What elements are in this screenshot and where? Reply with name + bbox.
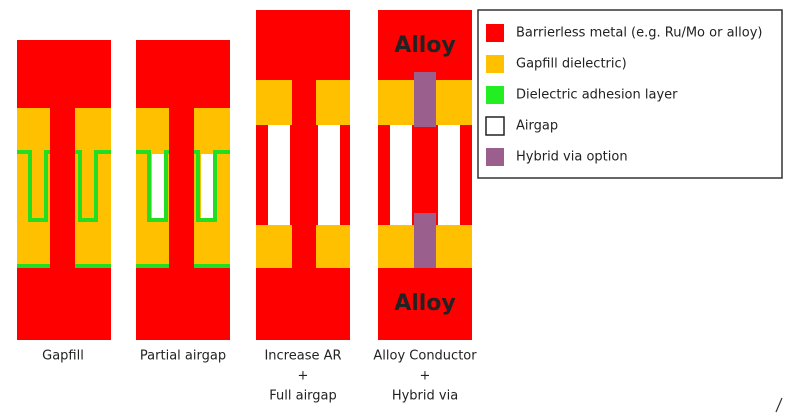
partial-airgap-structure [136, 40, 230, 340]
caption: Gapfill [42, 349, 84, 364]
alloy-hybrid-structure: Alloy Alloy [378, 10, 472, 340]
legend-swatch [485, 116, 505, 136]
caption: Hybrid via [392, 389, 458, 404]
decoration [775, 397, 783, 413]
alloy-label: Alloy [394, 291, 456, 316]
caption: Increase AR [264, 349, 341, 364]
legend-swatch [486, 55, 504, 73]
legend-box [477, 9, 783, 179]
legend: Barrierless metal (e.g. Ru/Mo or alloy) G… [485, 24, 763, 166]
legend-swatch [486, 86, 504, 104]
caption: Partial airgap [140, 349, 226, 364]
legend-swatch [486, 148, 504, 166]
caption: Alloy Conductor [373, 349, 477, 364]
legend-label: Hybrid via option [516, 150, 628, 165]
gapfill-structure [17, 40, 111, 340]
caption: + [298, 369, 309, 384]
legend-label: Dielectric adhesion layer [516, 88, 678, 103]
caption: + [420, 369, 431, 384]
legend-swatch [486, 24, 504, 42]
increase-ar-structure [256, 10, 350, 340]
alloy-label: Alloy [394, 33, 456, 58]
captions: Gapfill Partial airgap Increase AR + Full ai… [42, 349, 477, 404]
legend-label: Airgap [516, 119, 558, 134]
caption: Full airgap [269, 389, 337, 404]
legend-label: Gapfill dielectric) [516, 57, 627, 72]
legend-label: Barrierless metal (e.g. Ru/Mo or alloy) [516, 26, 763, 41]
